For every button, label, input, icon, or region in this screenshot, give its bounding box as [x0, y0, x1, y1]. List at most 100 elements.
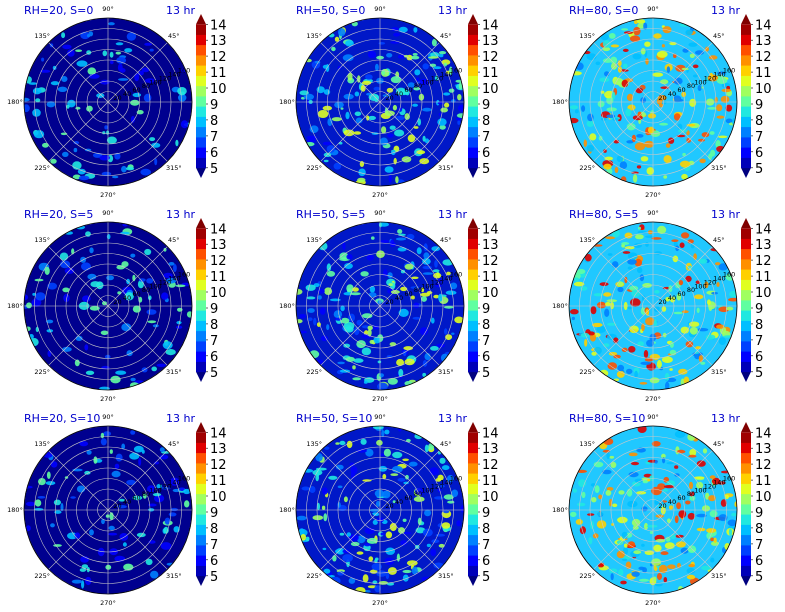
angle-label: 90° — [374, 209, 386, 217]
angular-gridline — [107, 509, 168, 570]
polar-plot: 90°45°0°315°270°225°180°135°204060801001… — [552, 209, 771, 403]
colorbar-segment — [196, 504, 206, 515]
heatmap-cell — [366, 254, 375, 261]
heatmap-cell — [432, 269, 440, 273]
heatmap-cell — [621, 79, 629, 88]
heatmap-cell — [645, 58, 649, 65]
colorbar-segment — [741, 493, 751, 505]
heatmap-cell — [46, 319, 54, 324]
angle-label: 270° — [645, 191, 661, 199]
radial-label: 160 — [450, 271, 462, 279]
heatmap-cell — [438, 53, 444, 58]
colorbar-tick-label: 10 — [482, 286, 499, 301]
colorbar-segment — [468, 126, 478, 138]
heatmap-cell — [101, 518, 105, 525]
heatmap-cell — [402, 518, 407, 522]
heatmap-cell — [441, 522, 451, 529]
radial-label: 120 — [704, 278, 716, 286]
colorbar-segment — [741, 422, 751, 433]
heatmap-cell — [154, 461, 160, 465]
heatmap-cell — [340, 107, 344, 110]
heatmap-cell — [614, 166, 619, 173]
heatmap-cell — [428, 56, 439, 59]
polar-plot: 90°45°0°315°270°225°180°135°204060801001… — [552, 5, 771, 199]
polar-rim — [568, 221, 738, 391]
colorbar-segment — [741, 351, 751, 362]
heatmap-cell — [353, 358, 364, 363]
heatmap-cell — [602, 40, 611, 48]
heatmap-cell — [120, 231, 130, 235]
colorbar-tick-label: 9 — [755, 98, 763, 113]
heatmap-cell — [701, 132, 710, 138]
polar-panel: RH=80, S=513 hr90°45°0°315°270°225°180°1… — [545, 204, 785, 408]
heatmap-cell — [637, 111, 642, 117]
colorbar-segment — [196, 432, 206, 443]
polar-panel: RH=20, S=013 hr90°45°0°315°270°225°180°1… — [0, 0, 262, 204]
heatmap-cell — [616, 281, 624, 287]
heatmap-cell — [663, 155, 672, 164]
heatmap-cell — [666, 66, 671, 73]
heatmap-cell — [445, 290, 457, 295]
heatmap-cell — [28, 82, 38, 85]
angle-label: 180° — [279, 98, 295, 106]
heatmap-cell — [702, 448, 708, 454]
heatmap-cell — [358, 168, 366, 177]
heatmap-cell — [435, 533, 446, 537]
radial-label: 140 — [713, 274, 725, 282]
heatmap-cell — [437, 474, 444, 481]
panel-title-right: 13 hr — [166, 4, 195, 17]
angular-gridline — [379, 246, 440, 307]
heatmap-cell — [622, 251, 631, 254]
heatmap-cell — [160, 486, 171, 490]
heatmap-cell — [89, 529, 94, 536]
heatmap-cell — [676, 502, 681, 510]
heatmap-cell — [667, 518, 671, 524]
angular-gridline — [652, 42, 713, 103]
heatmap-cell — [729, 290, 737, 298]
colorbar-segment — [196, 106, 206, 117]
heatmap-cell — [90, 281, 101, 288]
heatmap-cell — [431, 38, 437, 47]
heatmap-cell — [60, 260, 71, 269]
colorbar-tick-label: 6 — [482, 350, 490, 365]
heatmap-cell — [611, 62, 617, 70]
heatmap-cell — [710, 557, 715, 563]
colorbar-tick-label: 6 — [482, 554, 490, 569]
angle-label: 135° — [306, 440, 322, 448]
radial-label: 20 — [385, 298, 393, 306]
heatmap-cell — [407, 134, 416, 143]
heatmap-cell — [378, 42, 386, 45]
heatmap-cell — [117, 505, 127, 509]
heatmap-cell — [381, 429, 385, 438]
heatmap-cell — [111, 470, 121, 478]
heatmap-cell — [126, 32, 137, 41]
heatmap-cell — [142, 493, 147, 499]
colorbar-segment — [741, 534, 751, 546]
heatmap-cell — [372, 519, 378, 525]
heatmap-cell — [651, 237, 662, 240]
heatmap-cell — [369, 339, 375, 344]
angle-label: 135° — [579, 236, 595, 244]
heatmap-cell — [378, 465, 388, 472]
radial-label: 160 — [723, 271, 735, 279]
heatmap-cell — [398, 368, 404, 377]
heatmap-cell — [296, 515, 307, 521]
heatmap-cell — [384, 429, 390, 435]
heatmap-cell — [610, 56, 618, 64]
heatmap-cell — [608, 33, 616, 39]
heatmap-cell — [599, 77, 610, 83]
heatmap-cell — [661, 356, 673, 363]
colorbar-tick-label: 14 — [482, 426, 499, 441]
heatmap-cell — [626, 140, 634, 144]
angle-label: 270° — [100, 191, 116, 199]
colorbar-tick-label: 7 — [210, 538, 218, 553]
heatmap-cell — [381, 69, 385, 76]
polar-plot: 90°45°0°315°270°225°180°135°204060801001… — [552, 413, 771, 607]
radial-label: 60 — [404, 494, 412, 502]
colorbar-segment — [468, 106, 478, 117]
angular-gridline — [320, 509, 381, 570]
heatmap-cell — [647, 478, 651, 482]
heatmap-cell — [323, 89, 331, 95]
colorbar-segment — [468, 504, 478, 515]
